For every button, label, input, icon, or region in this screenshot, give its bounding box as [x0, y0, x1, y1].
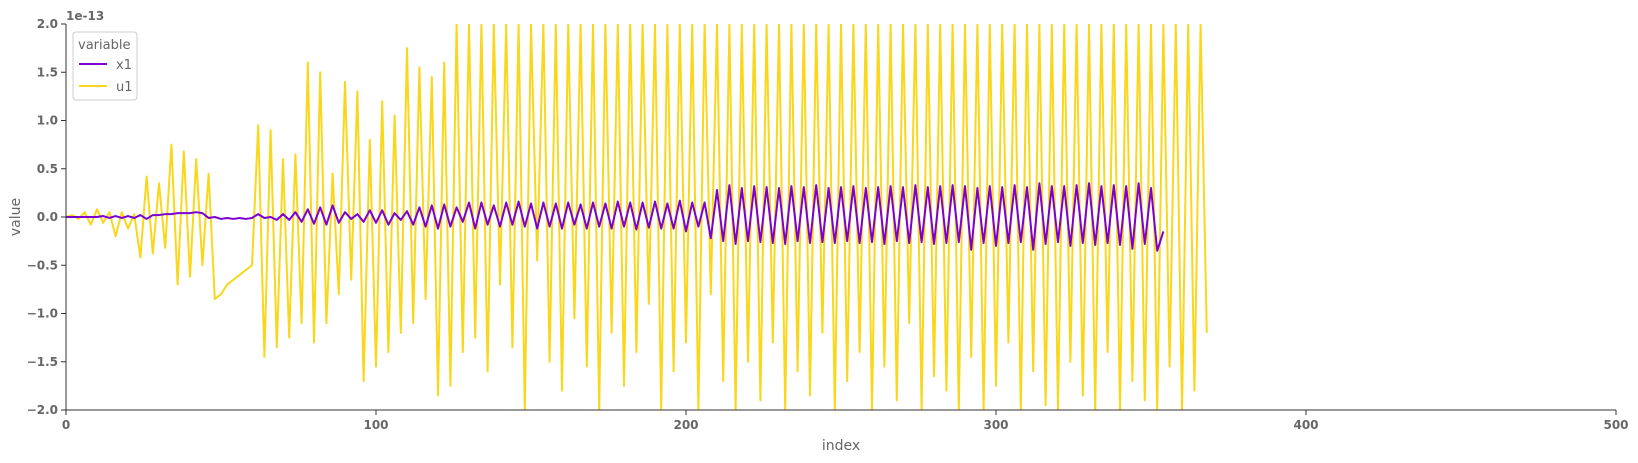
x-ticks: 0 100 200 300 400 500 — [62, 410, 1629, 432]
y-tick-label: 0.5 — [37, 162, 58, 176]
legend-title: variable — [78, 38, 130, 53]
legend-label-u1: u1 — [116, 80, 133, 95]
x-tick-label: 0 — [62, 418, 70, 432]
series-line-x1 — [66, 182, 1165, 252]
x-tick-label: 100 — [363, 418, 388, 432]
y-tick-label: −1.5 — [27, 355, 58, 369]
y-tick-label: −2.0 — [27, 403, 58, 417]
x-axis-title: index — [822, 438, 860, 454]
y-tick-label: 1.0 — [37, 114, 58, 128]
y-tick-label: 1.5 — [37, 65, 58, 79]
series-line-u1 — [66, 24, 1208, 410]
y-tick-label: −0.5 — [27, 258, 58, 272]
offset-text: 1e-13 — [66, 9, 104, 23]
y-tick-label: 0.0 — [37, 210, 58, 224]
x-tick-label: 400 — [1293, 418, 1318, 432]
y-tick-label: −1.0 — [27, 307, 58, 321]
y-ticks: −2.0 −1.5 −1.0 −0.5 0.0 0.5 1.0 1.5 2.0 — [27, 17, 66, 417]
x-tick-label: 200 — [673, 418, 698, 432]
legend: variable x1 u1 — [72, 31, 138, 101]
x-tick-label: 500 — [1603, 418, 1628, 432]
y-tick-label: 2.0 — [37, 17, 58, 31]
legend-label-x1: x1 — [116, 58, 132, 73]
legend-frame — [72, 31, 138, 101]
series-layer — [66, 24, 1208, 410]
y-axis-title: value — [8, 198, 24, 236]
x-tick-label: 300 — [983, 418, 1008, 432]
